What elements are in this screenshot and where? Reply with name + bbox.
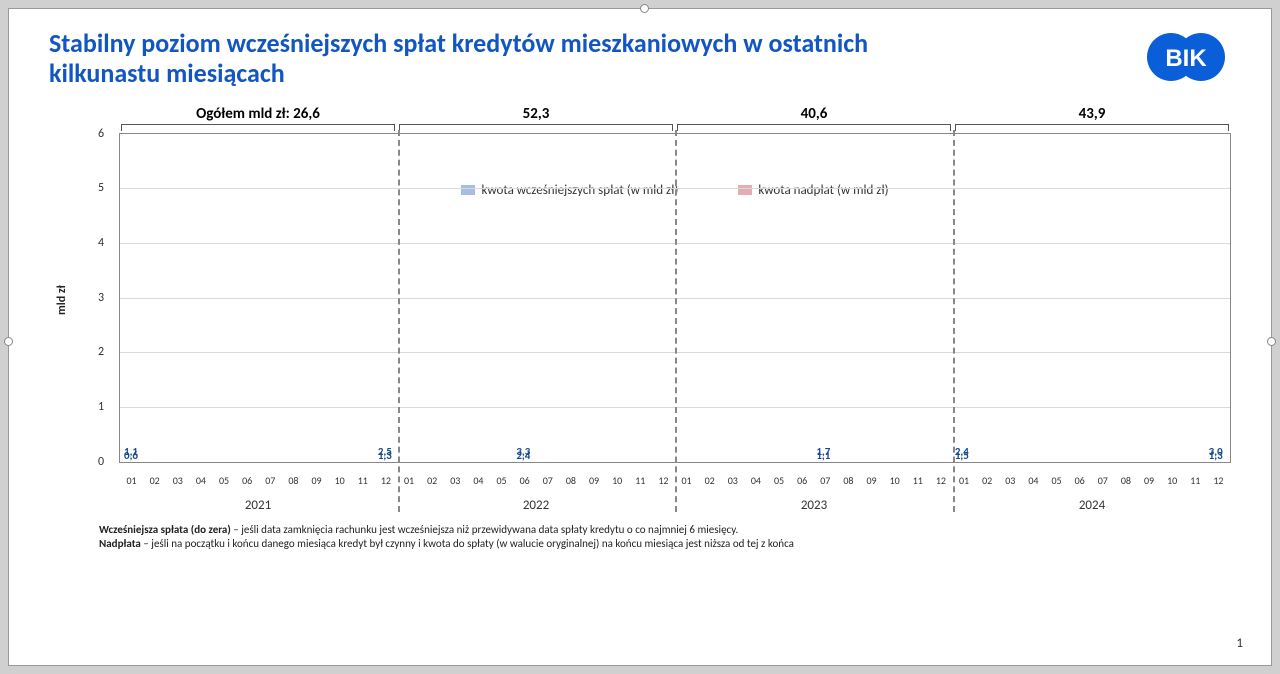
x-tick-month: 04 <box>468 474 489 487</box>
x-tick-month: 07 <box>260 474 281 487</box>
x-tick-month: 03 <box>167 474 188 487</box>
x-tick-month: 01 <box>121 474 142 487</box>
year-total: 52,3 <box>397 105 675 123</box>
x-tick-month: 12 <box>375 474 396 487</box>
y-tick: 6 <box>98 127 104 141</box>
x-tick-month: 01 <box>954 474 975 487</box>
x-tick-month: 08 <box>1115 474 1136 487</box>
bik-logo: BIK <box>1141 29 1231 85</box>
data-label-nadplat: 0,6 <box>124 449 138 462</box>
x-tick-month: 09 <box>1139 474 1160 487</box>
x-tick-month: 10 <box>1162 474 1183 487</box>
year-separator <box>398 130 400 512</box>
x-tick-month: 09 <box>584 474 605 487</box>
data-label-nadplat: 1,3 <box>378 449 392 462</box>
x-axis-years: 2021202220232024 <box>119 498 1231 513</box>
resize-handle-right[interactable] <box>1267 337 1276 346</box>
year-total: 40,6 <box>675 105 953 123</box>
x-tick-month: 08 <box>560 474 581 487</box>
x-tick-month: 06 <box>514 474 535 487</box>
x-tick-year: 2024 <box>953 498 1231 513</box>
x-tick-month: 11 <box>352 474 373 487</box>
slide-title: Stabilny poziom wcześniejszych spłat kre… <box>49 29 949 89</box>
x-tick-month: 07 <box>537 474 558 487</box>
y-tick: 4 <box>98 236 104 250</box>
x-tick-month: 05 <box>214 474 235 487</box>
resize-handle-top[interactable] <box>640 4 649 13</box>
x-tick-month: 02 <box>144 474 165 487</box>
x-tick-month: 04 <box>1023 474 1044 487</box>
footnote-line: Nadpłata – jeśli na początku i końcu dan… <box>99 537 1231 551</box>
x-tick-month: 10 <box>884 474 905 487</box>
footnote-line: Wcześniejsza spłata (do zera) – jeśli da… <box>99 523 1231 537</box>
y-axis-label: mld zł <box>55 285 69 315</box>
x-tick-month: 04 <box>190 474 211 487</box>
x-tick-month: 03 <box>445 474 466 487</box>
x-tick-month: 11 <box>1185 474 1206 487</box>
totals-row: Ogółem mld zł: 26,652,340,643,9 <box>119 93 1231 123</box>
x-tick-month: 09 <box>306 474 327 487</box>
x-tick-year: 2023 <box>675 498 953 513</box>
x-tick-month: 05 <box>491 474 512 487</box>
x-tick-month: 06 <box>1069 474 1090 487</box>
page-number: 1 <box>1236 636 1243 651</box>
x-tick-month: 09 <box>861 474 882 487</box>
data-label-nadplat: 1,5 <box>955 449 969 462</box>
year-total: 43,9 <box>953 105 1231 123</box>
x-tick-month: 01 <box>676 474 697 487</box>
x-tick-month: 12 <box>653 474 674 487</box>
year-separator <box>953 130 955 512</box>
x-tick-year: 2021 <box>119 498 397 513</box>
x-tick-month: 06 <box>792 474 813 487</box>
x-tick-month: 10 <box>607 474 628 487</box>
x-tick-year: 2022 <box>397 498 675 513</box>
x-tick-month: 04 <box>745 474 766 487</box>
x-tick-month: 03 <box>722 474 743 487</box>
year-separator <box>675 130 677 512</box>
x-tick-month: 05 <box>769 474 790 487</box>
x-axis-months: 0102030405060708091011120102030405060708… <box>119 474 1231 487</box>
year-total: Ogółem mld zł: 26,6 <box>119 105 397 123</box>
x-tick-month: 12 <box>930 474 951 487</box>
data-label-nadplat: 1,3 <box>1209 449 1223 462</box>
footnotes: Wcześniejsza spłata (do zera) – jeśli da… <box>99 523 1231 552</box>
y-tick: 5 <box>98 181 104 195</box>
slide: Stabilny poziom wcześniejszych spłat kre… <box>8 8 1272 666</box>
x-tick-month: 08 <box>838 474 859 487</box>
x-tick-month: 02 <box>977 474 998 487</box>
x-tick-month: 02 <box>422 474 443 487</box>
x-tick-month: 06 <box>237 474 258 487</box>
chart: mld zł Ogółem mld zł: 26,652,340,643,9 1… <box>69 93 1231 523</box>
svg-text:BIK: BIK <box>1165 45 1207 72</box>
y-tick: 0 <box>98 455 104 469</box>
resize-handle-left[interactable] <box>4 337 13 346</box>
y-tick: 3 <box>98 291 104 305</box>
data-label-nadplat: 1,1 <box>816 449 830 462</box>
x-tick-month: 11 <box>630 474 651 487</box>
data-label-nadplat: 2,4 <box>516 449 530 462</box>
x-tick-month: 01 <box>399 474 420 487</box>
y-tick: 2 <box>98 345 104 359</box>
x-tick-month: 08 <box>283 474 304 487</box>
x-tick-month: 05 <box>1046 474 1067 487</box>
y-tick: 1 <box>98 400 104 414</box>
x-tick-month: 03 <box>1000 474 1021 487</box>
x-tick-month: 10 <box>329 474 350 487</box>
x-tick-month: 11 <box>907 474 928 487</box>
x-tick-month: 12 <box>1208 474 1229 487</box>
plot-area: 1,10,62,51,33,32,41,71,12,41,53,01,3 012… <box>119 133 1231 463</box>
x-tick-month: 07 <box>1092 474 1113 487</box>
x-tick-month: 02 <box>699 474 720 487</box>
x-tick-month: 07 <box>815 474 836 487</box>
